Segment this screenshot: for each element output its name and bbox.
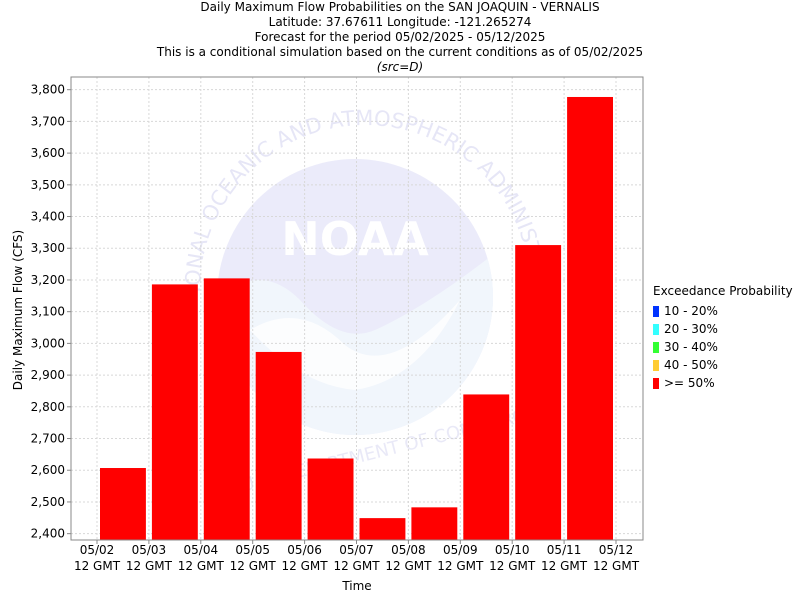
bar (359, 518, 406, 540)
x-tick-label-time: 12 GMT (489, 559, 536, 573)
noaa-logo-gull (250, 300, 460, 390)
x-tick-label-date: 05/06 (287, 543, 322, 557)
x-tick-label-date: 05/07 (339, 543, 374, 557)
x-tick-label-date: 05/10 (495, 543, 530, 557)
chart-subtitle-condition: This is a conditional simulation based o… (156, 45, 644, 59)
chart-subtitle-period: Forecast for the period 05/02/2025 - 05/… (254, 30, 546, 44)
y-tick-label: 2,400 (31, 527, 65, 541)
legend: Exceedance Probability 10 - 20% 20 - 30%… (653, 284, 793, 392)
x-axis-label: Time (341, 579, 371, 593)
bar (203, 278, 250, 540)
x-tick-label-date: 05/12 (599, 543, 634, 557)
y-tick-label: 3,100 (31, 305, 65, 319)
x-tick-label-time: 12 GMT (385, 559, 432, 573)
y-tick-label: 2,900 (31, 368, 65, 382)
legend-item: 10 - 20% (653, 302, 793, 320)
bar (515, 245, 562, 540)
bar (411, 507, 458, 540)
y-axis: 2,400 2,500 2,600 2,700 2,800 2,900 3,000 3,100… (31, 83, 71, 541)
legend-label: >= 50% (664, 376, 715, 390)
y-tick-label: 2,700 (31, 432, 65, 446)
x-tick-label-date: 05/11 (547, 543, 582, 557)
y-tick-label: 3,200 (31, 273, 65, 287)
x-tick-label-time: 12 GMT (74, 559, 121, 573)
y-tick-label: 3,800 (31, 83, 65, 97)
legend-label: 10 - 20% (664, 304, 718, 318)
x-tick-label-time: 12 GMT (230, 559, 277, 573)
y-tick-label: 3,600 (31, 146, 65, 160)
bar (307, 458, 354, 540)
x-tick-label-date: 05/02 (80, 543, 115, 557)
x-tick-label-date: 05/05 (235, 543, 270, 557)
legend-swatch (653, 359, 659, 371)
x-tick-label-time: 12 GMT (282, 559, 329, 573)
legend-swatch (653, 377, 659, 389)
legend-item: 30 - 40% (653, 338, 793, 356)
y-tick-label: 2,600 (31, 463, 65, 477)
noaa-logo-text: NOAA (281, 212, 429, 266)
x-tick-label-time: 12 GMT (178, 559, 225, 573)
legend-swatch (653, 323, 659, 335)
bar (463, 394, 510, 540)
x-tick-label-time: 12 GMT (333, 559, 380, 573)
legend-item: 40 - 50% (653, 356, 793, 374)
legend-label: 20 - 30% (664, 322, 718, 336)
chart-source-note: (src=D) (376, 60, 424, 74)
legend-item: >= 50% (653, 374, 793, 392)
bar (100, 468, 146, 540)
chart-title: Daily Maximum Flow Probabilities on the … (200, 0, 600, 14)
chart-title-block: Daily Maximum Flow Probabilities on the … (0, 0, 800, 75)
x-tick-label-date: 05/03 (132, 543, 167, 557)
x-tick-label-date: 05/04 (184, 543, 219, 557)
bar (255, 351, 302, 540)
x-tick-label-time: 12 GMT (437, 559, 484, 573)
legend-item: 20 - 30% (653, 320, 793, 338)
x-tick-label-time: 12 GMT (541, 559, 588, 573)
legend-title: Exceedance Probability (653, 284, 793, 298)
y-tick-label: 2,800 (31, 400, 65, 414)
y-tick-label: 3,700 (31, 114, 65, 128)
y-tick-label: 2,500 (31, 495, 65, 509)
y-axis-label: Daily Maximum Flow (CFS) (11, 230, 25, 390)
x-tick-label-date: 05/09 (443, 543, 478, 557)
x-tick-label-time: 12 GMT (126, 559, 173, 573)
bar (151, 284, 198, 540)
y-tick-label: 3,500 (31, 178, 65, 192)
legend-swatch (653, 305, 659, 317)
legend-label: 40 - 50% (664, 358, 718, 372)
y-tick-label: 3,300 (31, 241, 65, 255)
y-tick-label: 3,000 (31, 336, 65, 350)
x-tick-label-date: 05/08 (391, 543, 426, 557)
bar-series (100, 96, 613, 541)
x-tick-label-time: 12 GMT (593, 559, 640, 573)
legend-label: 30 - 40% (664, 340, 718, 354)
bar (567, 96, 613, 541)
legend-swatch (653, 341, 659, 353)
y-tick-label: 3,400 (31, 210, 65, 224)
x-axis: 05/02 12 GMT 05/03 12 GMT 05/04 12 GMT 05/05 12… (74, 540, 640, 573)
chart-subtitle-location: Latitude: 37.67611 Longitude: -121.26527… (268, 15, 532, 29)
